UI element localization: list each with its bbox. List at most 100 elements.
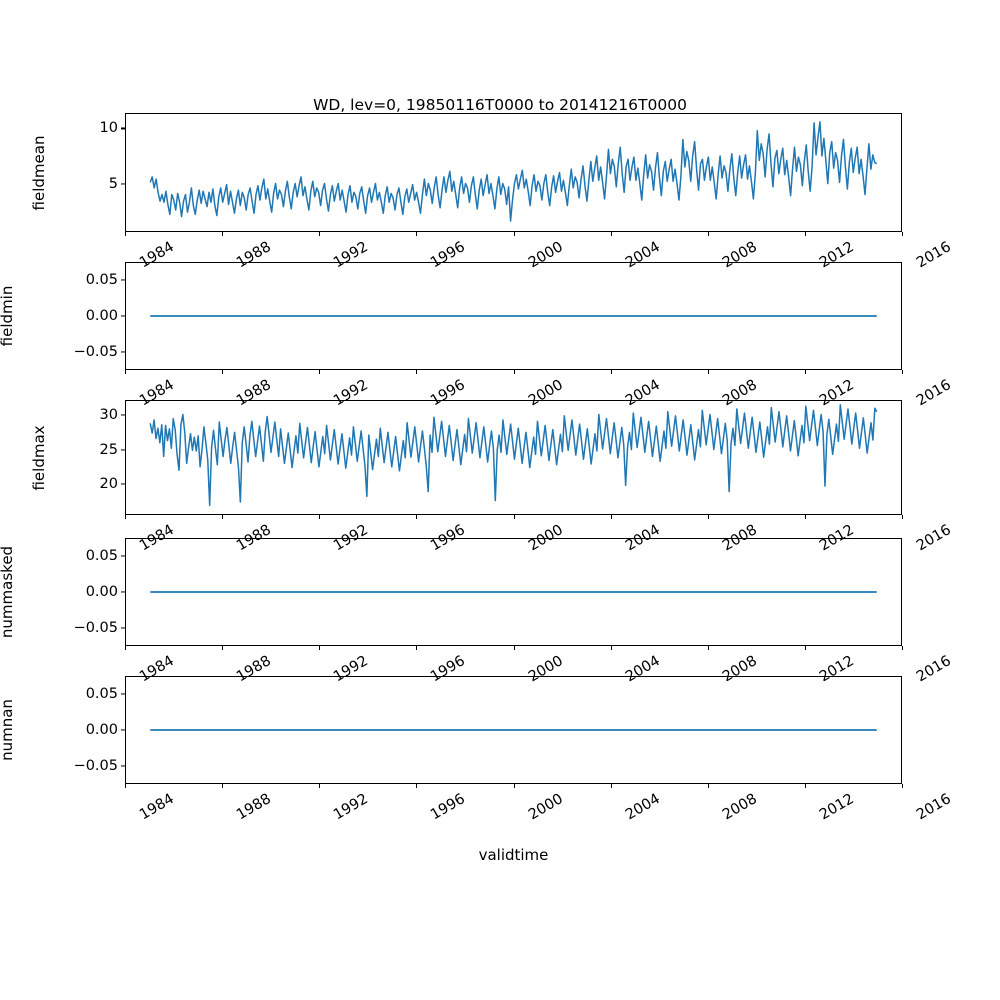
x-tick-mark [319,784,321,788]
y-tick-mark [121,627,125,629]
x-tick-label: 2016 [913,791,954,824]
plot-area [150,591,877,593]
y-axis-label: fieldmean [30,135,48,210]
x-tick-label: 1988 [234,791,275,824]
x-tick-label: 2000 [525,791,566,824]
y-tick-label: 0.05 [85,272,118,288]
y-tick-mark [121,765,125,767]
x-tick-mark [902,646,904,650]
y-tick-mark [121,279,125,281]
x-tick-mark [513,784,515,788]
x-tick-mark [125,370,127,374]
x-tick-mark [610,515,612,519]
plot-area [150,315,877,317]
x-tick-mark [319,232,321,236]
y-tick-mark [121,127,125,129]
data-line [149,404,878,507]
x-tick-mark [804,784,806,788]
y-tick-label: 0.00 [85,308,118,324]
x-tick-label: 2016 [913,522,954,555]
x-tick-label: 2004 [622,791,663,824]
x-tick-mark [416,515,418,519]
x-tick-mark [804,370,806,374]
y-tick-label: 0.05 [85,548,118,564]
x-tick-mark [513,515,515,519]
axes-frame [125,400,902,515]
y-tick-mark [121,182,125,185]
y-tick-mark [121,483,125,485]
y-tick-label: 30 [99,407,118,424]
y-axis-label: fieldmax [30,424,48,491]
y-tick-label: 0.00 [85,584,118,600]
subplot-fieldmean: 5 10 fieldmean 1984 1988 1992 1996 2000 2004 2008… [30,113,954,271]
y-tick-mark [121,591,125,593]
x-tick-mark [804,646,806,650]
y-tick-mark [121,555,125,557]
x-tick-mark [902,370,904,374]
y-axis-label: fieldmin [0,285,16,347]
y-tick-mark [121,693,125,695]
x-tick-mark [902,784,904,788]
y-tick-label: 0.00 [85,722,118,738]
x-tick-mark [610,370,612,374]
y-tick-mark [121,315,125,317]
x-tick-mark [222,784,224,788]
data-line [149,121,878,222]
y-tick-mark [121,414,125,416]
x-tick-mark [707,784,709,788]
y-tick-label: −0.05 [73,620,118,636]
y-tick-label: −0.05 [73,344,118,360]
x-tick-mark [610,784,612,788]
x-tick-label: 1984 [136,791,177,824]
x-tick-mark [319,370,321,374]
x-tick-mark [416,784,418,788]
x-tick-mark [707,232,709,236]
y-tick-label: −0.05 [73,758,118,774]
x-tick-mark [707,370,709,374]
axes-frame [125,262,902,370]
x-tick-mark [125,515,127,519]
x-tick-mark [804,232,806,236]
y-tick-label: 5 [108,175,118,192]
x-tick-label: 2016 [913,239,954,272]
x-tick-mark [125,646,127,650]
figure-title: WD, lev=0, 19850116T0000 to 20141216T000… [313,96,687,114]
plot-area [149,404,878,507]
x-tick-label: 2012 [816,791,857,824]
subplot-nummasked: −0.05 0.00 0.05 nummasked 1984 1988 1992 1996 20… [0,538,954,685]
x-tick-mark [125,784,127,788]
x-tick-mark [804,515,806,519]
y-axis-label: numnan [0,699,16,761]
plot-area [150,729,877,731]
x-tick-mark [902,232,904,236]
axes-frame [125,113,902,232]
x-tick-mark [513,232,515,236]
subplot-fieldmax: 20 25 30 fieldmax 1984 1988 1992 1996 2000 2004 20… [30,400,954,554]
x-tick-mark [125,232,127,236]
x-axis-label: validtime [478,846,549,864]
axes-frame [125,676,902,784]
x-tick-mark [513,370,515,374]
x-tick-label: 1996 [428,791,469,824]
x-tick-mark [416,232,418,236]
plot-area [149,121,878,222]
x-tick-mark [222,232,224,236]
x-tick-mark [707,646,709,650]
y-tick-label: 10 [99,120,118,137]
axes-frame [125,538,902,646]
x-tick-mark [222,370,224,374]
y-tick-mark [121,449,125,451]
x-tick-mark [319,515,321,519]
subplot-fieldmin: −0.05 0.00 0.05 fieldmin 1984 1988 1992 1996 200… [0,262,954,409]
y-tick-label: 25 [99,441,118,458]
y-tick-label: 20 [99,476,118,492]
x-tick-mark [513,646,515,650]
subplot-numnan: −0.05 0.00 0.05 numnan 1984 1988 1992 1996 2000 2… [0,676,954,823]
x-tick-label: 2016 [913,653,954,686]
x-tick-label: 1992 [331,791,372,824]
y-axis-label: nummasked [0,545,16,639]
x-tick-mark [610,232,612,236]
x-tick-label: 2008 [719,791,760,824]
x-tick-mark [610,646,612,650]
